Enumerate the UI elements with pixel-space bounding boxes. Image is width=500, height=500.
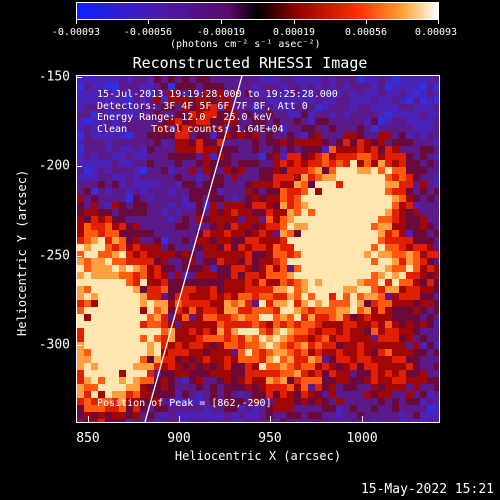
x-axis-label: Heliocentric X (arcsec): [174, 449, 342, 463]
render-timestamp: 15-May-2022 15:21: [360, 482, 494, 497]
x-tick-label: 900: [167, 431, 191, 446]
colorbar-tick-mark: [294, 19, 295, 24]
y-tick-label: -250: [38, 248, 70, 264]
colorbar-tick-label: -0.00056: [123, 27, 173, 38]
colorbar-tick-mark: [221, 19, 222, 24]
colorbar-tick-mark: [76, 19, 77, 24]
y-axis-label: Heliocentric Y (arcsec): [15, 169, 29, 336]
colorbar-tick-label: -0.00019: [196, 27, 246, 38]
colorbar-units-label: (photons cm⁻² s⁻¹ asec⁻²): [170, 39, 321, 50]
heatmap-image: [77, 76, 439, 422]
x-tick-label: 850: [76, 431, 100, 446]
colorbar-tick-mark: [148, 19, 149, 24]
x-tick-label: 1000: [346, 431, 378, 446]
colorbar-tick-mark: [366, 19, 367, 24]
y-tick-mark: [76, 77, 82, 78]
image-title: Reconstructed RHESSI Image: [132, 54, 368, 72]
y-tick-mark: [76, 256, 82, 257]
colorbar-tick-label: 0.00056: [344, 27, 388, 38]
annotation-peak-position: Position of Peak = [862,-290]: [97, 398, 272, 409]
annotation-energy: Energy Range: 12.0 - 25.0 keV: [97, 112, 272, 123]
y-tick-mark: [76, 345, 82, 346]
annotation-method: Clean Total counts: 1.64E+04: [97, 123, 284, 135]
limb-line: [144, 76, 243, 422]
x-tick-mark: [88, 416, 89, 422]
y-tick-label: -200: [38, 158, 70, 174]
x-tick-mark: [362, 416, 363, 422]
annotation-detectors: Detectors: 3F 4F 5F 6F 7F 8F, Att 0: [97, 100, 308, 112]
y-tick-label: -150: [38, 69, 70, 85]
colorbar-tick-label: 0.00093: [414, 27, 458, 38]
colorbar-tick-mark: [438, 19, 439, 24]
y-tick-label: -300: [38, 337, 70, 353]
x-tick-mark: [270, 416, 271, 422]
image-plot: 15-Jul-2013 19:19:28.000 to 19:25:28.000…: [76, 75, 440, 423]
colorbar-tick-label: 0.00019: [272, 27, 316, 38]
y-tick-mark: [76, 166, 82, 167]
x-tick-label: 950: [258, 431, 282, 446]
colorbar-tick-label: -0.00093: [51, 27, 101, 38]
colorbar: [76, 2, 439, 20]
annotation-time-range: 15-Jul-2013 19:19:28.000 to 19:25:28.000: [97, 89, 338, 100]
x-tick-mark: [179, 416, 180, 422]
